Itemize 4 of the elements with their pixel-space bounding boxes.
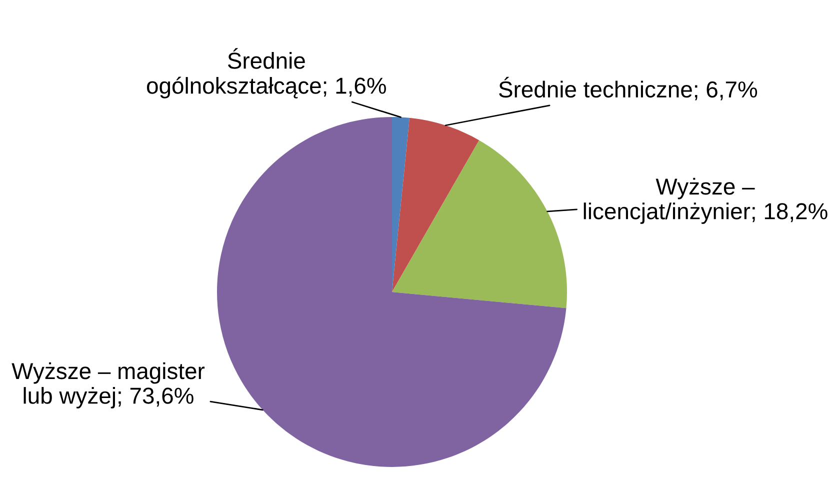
- slice-label: Średnie techniczne; 6,7%: [499, 76, 758, 100]
- slice-label: Wyższe – licencjat/inżynier; 18,2%: [584, 178, 828, 224]
- slice-label: Średnie ogólnokształcące; 1,6%: [146, 48, 386, 98]
- slice-label: Wyższe – magister lub wyżej; 73,6%: [12, 362, 205, 408]
